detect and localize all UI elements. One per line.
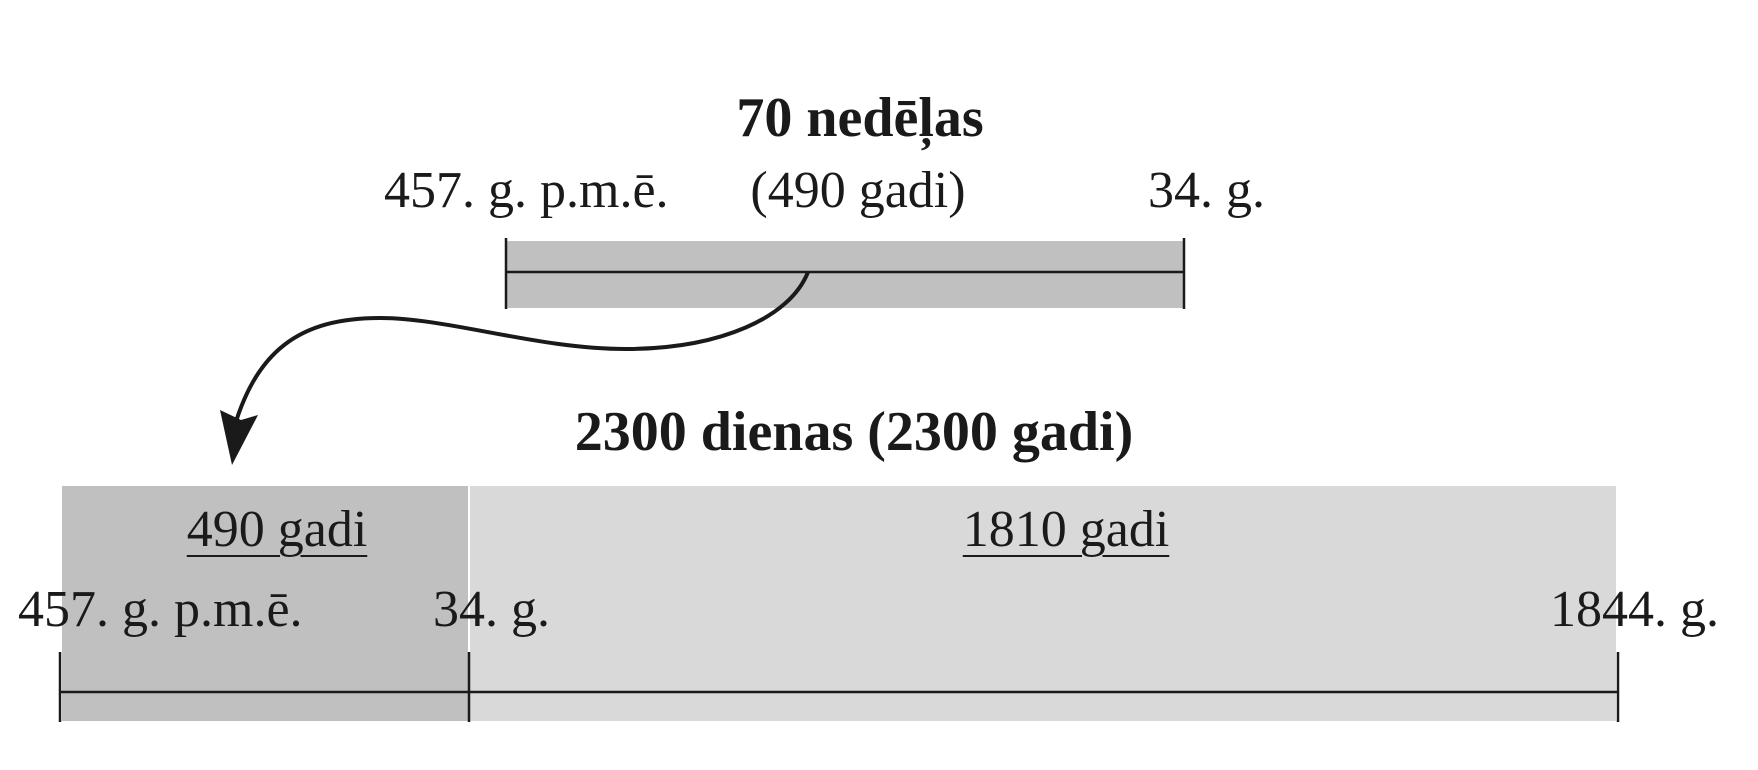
segment-1810-label: 1810 gadi: [962, 501, 1170, 558]
segment-490-label: 490 gadi: [186, 501, 368, 558]
bottom-start-label: 457. g. p.m.ē.: [18, 581, 303, 638]
arrow-head-icon: [220, 410, 258, 465]
top-start-label: 457. g. p.m.ē.: [384, 162, 669, 219]
connector-arrow: [230, 271, 810, 436]
bottom-title: 2300 dienas (2300 gadi): [574, 401, 1134, 463]
bottom-mid-label: 34. g.: [433, 581, 550, 638]
bottom-segment-1810: [470, 486, 1616, 721]
top-title: 70 nedēļas: [736, 87, 984, 149]
top-end-label: 34. g.: [1148, 162, 1265, 219]
top-timeline-bar: [506, 241, 1184, 308]
top-duration-label: (490 gadi): [750, 162, 966, 219]
bottom-end-label: 1844. g.: [1550, 581, 1719, 638]
bottom-segment-490: [62, 486, 468, 721]
